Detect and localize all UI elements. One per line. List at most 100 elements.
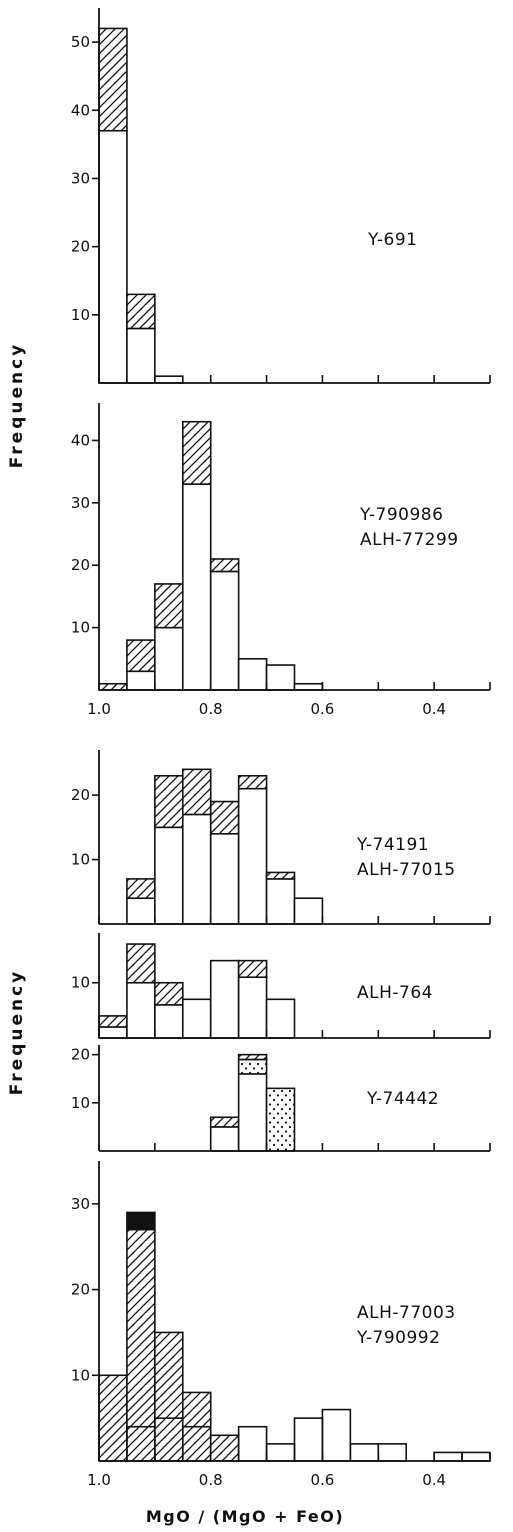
bar-open [181,998,212,1039]
bar-hatch [126,878,156,900]
bar-hatch [126,293,156,330]
y-tick-label: 10 [71,1366,90,1384]
y-tick-label: 10 [71,851,90,869]
y-tick-label: 40 [71,431,90,449]
panel-6: 10 20 30 ALH-77003 Y-790992 [71,1161,491,1462]
y-tick-label: 10 [71,1094,90,1112]
bar-open [126,897,156,925]
bar-open [181,483,212,691]
y-tick-label: 30 [71,494,90,512]
bar-hatch [154,774,184,829]
bar-solid [126,1211,156,1231]
bar-outline [321,1408,352,1462]
bar-hatch [265,871,296,880]
panel-4: 10 ALH-764 [71,933,491,1039]
panel-5: 10 20 Y-74442 [71,1045,491,1152]
panel-label: Y-74191 [356,835,429,855]
y-tick-label: 10 [71,306,90,324]
bar-open [265,878,296,925]
bar-hatch [209,1434,240,1462]
bar-open [209,1126,240,1152]
x-tick-label: 1.0 [87,1471,111,1489]
y-tick-label: 20 [71,1046,90,1064]
bar-hatch [126,943,156,984]
bar-open [98,1026,128,1039]
x-axis-title: MgO / (MgO + FeO) [146,1507,344,1526]
bar-open [154,1004,184,1039]
panel-2: 10 20 30 40 Y-790986 ALH-77299 [71,403,491,691]
y-tick-label: 50 [71,33,90,51]
x-tick-label: 0.6 [310,700,334,718]
y-tick-label: 30 [71,169,90,187]
y-tick-label: 20 [71,786,90,804]
bar-outline [293,1417,324,1462]
bar-open [126,981,156,1039]
bar-outline [377,1443,408,1462]
bar-hatch [209,800,240,835]
bar-hatch [98,1015,128,1028]
x-tick-label: 0.4 [422,700,446,718]
y-tick-label: 20 [71,556,90,574]
y-tick-label: 30 [71,1195,90,1213]
histogram-panels: 10 20 30 40 50 Y-691 10 20 30 40 Y-790986 ALH-77299… [71,8,491,1489]
bar-hatch [154,583,184,629]
bar-hatch [154,1331,184,1462]
bar-open [154,375,184,384]
bar-open [126,327,156,384]
bar-hatch [98,682,128,691]
bar-open [237,658,268,691]
bar-hatch [237,1053,268,1061]
panel-label: ALH-77003 [357,1303,456,1323]
bar-hatch [237,774,268,790]
y-tick-label: 10 [71,974,90,992]
panel-label: ALH-77299 [360,530,459,550]
bar-open [293,682,324,691]
bar-open [209,832,240,925]
x-tick-label: 0.8 [199,1471,223,1489]
bar-hatch [209,1116,240,1128]
bar-open [293,897,324,925]
bar-dots [237,1058,268,1075]
bar-hatch [209,558,240,573]
bar-open [98,129,128,384]
panel-label: Y-790986 [359,505,443,525]
y-axis-label-bottom: Frequency [7,969,27,1096]
bar-open [154,626,184,691]
bar-open [126,670,156,691]
panel-3: 10 20 Y-74191 ALH-77015 [71,750,491,925]
bar-open [237,1073,268,1152]
x-tick-label: 1.0 [87,700,111,718]
bar-open [237,976,268,1039]
bar-hatch [181,768,212,816]
panel-1: 10 20 30 40 50 Y-691 [71,8,491,384]
bar-outline [461,1451,491,1462]
bar-hatch [237,959,268,979]
y-tick-label: 40 [71,101,90,119]
y-axis-label-top: Frequency [7,342,27,469]
bar-hatch [98,27,128,132]
bar-hatch [181,420,212,485]
bar-outline [265,1443,296,1462]
y-tick-label: 20 [71,238,90,256]
panel-label: ALH-77015 [357,860,456,880]
x-tick-label: 0.8 [199,700,223,718]
panel-label: Y-74442 [366,1089,439,1109]
bar-hatch [98,1374,128,1462]
x-tick-label: 0.6 [310,1471,334,1489]
x-tick-label: 0.4 [422,1471,446,1489]
bar-open [209,959,240,1039]
bar-open [154,826,184,925]
bar-open [265,664,296,691]
bar-open [209,570,240,691]
bar-hatch [126,639,156,673]
panel-label: Y-691 [367,230,417,250]
bar-outline [349,1443,380,1462]
bar-outline [433,1451,463,1462]
y-tick-label: 20 [71,1281,90,1299]
bar-open [181,813,212,925]
bar-outline [237,1425,268,1462]
bar-dots [265,1087,296,1152]
bar-open [265,998,296,1039]
panel-label: Y-790992 [356,1328,440,1348]
